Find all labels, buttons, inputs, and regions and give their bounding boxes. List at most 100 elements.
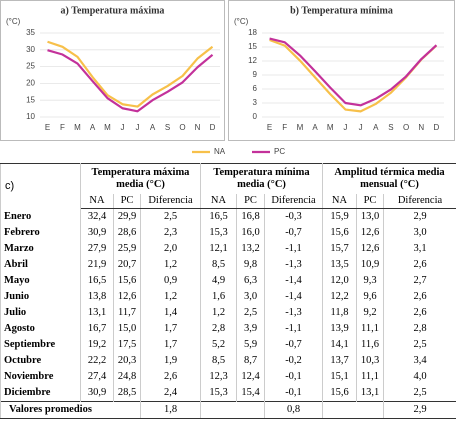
table-cell: 3,0 bbox=[236, 289, 265, 305]
table-cell: 6,3 bbox=[236, 273, 265, 289]
table-cell: 1,2 bbox=[200, 305, 237, 321]
table-cell: 11,6 bbox=[356, 337, 384, 353]
table-cell: 20,3 bbox=[113, 353, 141, 369]
table-row: c) Temperatura máxima media (°C) Temperatu… bbox=[0, 163, 456, 209]
table-cell: -1,1 bbox=[264, 241, 323, 257]
x-tick-label: M bbox=[74, 123, 81, 132]
table-cell: 28,6 bbox=[113, 225, 141, 241]
table-cell: 19,2 bbox=[80, 337, 114, 353]
table-cell: 32,4 bbox=[80, 208, 114, 225]
x-tick-label: A bbox=[373, 123, 379, 132]
legend-label: NA bbox=[214, 147, 226, 156]
table-cell: -0,2 bbox=[264, 353, 323, 369]
table-cell: -0,7 bbox=[264, 337, 323, 353]
table-cell: 12,6 bbox=[113, 289, 141, 305]
table-cell: 13,9 bbox=[322, 321, 357, 337]
y-axis-label: (°C) bbox=[234, 17, 249, 26]
table-cell: -1,4 bbox=[264, 273, 323, 289]
chart-frame bbox=[228, 0, 455, 141]
table-cell: 2,0 bbox=[140, 241, 201, 257]
x-tick-label: J bbox=[121, 123, 125, 132]
x-tick-label: F bbox=[282, 123, 287, 132]
table-cell: Octubre bbox=[0, 353, 81, 369]
table-cell: 8,5 bbox=[200, 353, 237, 369]
table-cell: 15,3 bbox=[200, 225, 237, 241]
table-cell: PC bbox=[356, 194, 384, 209]
table-cell: 0,8 bbox=[264, 401, 323, 419]
table-cell: 2,9 bbox=[382, 401, 456, 419]
table-cell: 15,1 bbox=[322, 369, 357, 385]
y-tick-label: 6 bbox=[253, 84, 258, 93]
x-tick-label: O bbox=[403, 123, 409, 132]
table-cell: 1,2 bbox=[140, 289, 201, 305]
table-cell: 1,6 bbox=[200, 289, 237, 305]
legend-label: PC bbox=[274, 147, 285, 156]
table-cell: 3,1 bbox=[382, 241, 456, 257]
table-cell: 1,9 bbox=[140, 353, 201, 369]
table-cell: 15,4 bbox=[236, 385, 265, 402]
table-cell: 30,9 bbox=[80, 385, 114, 402]
table-cell: 2,8 bbox=[382, 321, 456, 337]
table-cell: 2,6 bbox=[382, 289, 456, 305]
table-cell: 25,9 bbox=[113, 241, 141, 257]
table-cell: 22,2 bbox=[80, 353, 114, 369]
table-row: Noviembre 27,4 24,8 2,6 12,3 12,4 -0,1 15,1 11,1… bbox=[0, 369, 456, 385]
x-tick-label: J bbox=[136, 123, 140, 132]
table-cell: 1,8 bbox=[140, 401, 201, 419]
table-cell: 12,6 bbox=[356, 241, 384, 257]
table-cell: 2,4 bbox=[140, 385, 201, 402]
table-cell: 11,1 bbox=[356, 369, 384, 385]
y-tick-label: 10 bbox=[26, 112, 35, 121]
table-cell: 16,7 bbox=[80, 321, 114, 337]
table-cell: 15,6 bbox=[113, 273, 141, 289]
y-tick-label: 30 bbox=[26, 45, 35, 54]
table-row: Junio 13,8 12,6 1,2 1,6 3,0 -1,4 12,2 9,6 2,6 bbox=[0, 289, 456, 305]
table-cell: 20,7 bbox=[113, 257, 141, 273]
table-row: Marzo 27,9 25,9 2,0 12,1 13,2 -1,1 15,7 12,6 3,1 bbox=[0, 241, 456, 257]
table-cell: 3,0 bbox=[382, 225, 456, 241]
table-cell: Amplitud térmica media mensual (°C) bbox=[321, 163, 456, 194]
table-cell: 16,0 bbox=[236, 225, 265, 241]
table-cell: 1,7 bbox=[140, 321, 201, 337]
table-cell: 16,8 bbox=[236, 208, 265, 225]
table-cell: 11,7 bbox=[113, 305, 141, 321]
table-cell: Marzo bbox=[0, 241, 81, 257]
table-cell: 2,5 bbox=[382, 385, 456, 402]
y-tick-label: 20 bbox=[26, 79, 35, 88]
table-cell: Junio bbox=[0, 289, 81, 305]
y-tick-label: 3 bbox=[253, 98, 258, 107]
table-cell: 4,9 bbox=[200, 273, 237, 289]
table-cell: 13,7 bbox=[322, 353, 357, 369]
table-cell: Febrero bbox=[0, 225, 81, 241]
table-cell: 27,4 bbox=[80, 369, 114, 385]
table-row: Valores promedios 1,8 0,8 2,9 bbox=[0, 401, 456, 419]
table-cell: 2,3 bbox=[140, 225, 201, 241]
x-tick-label: A bbox=[150, 123, 156, 132]
table-cell: Temperatura máxima media (°C) bbox=[80, 163, 201, 194]
x-tick-label: J bbox=[359, 123, 363, 132]
y-axis-label: (°C) bbox=[6, 17, 21, 26]
x-tick-label: A bbox=[90, 123, 96, 132]
y-tick-label: 12 bbox=[248, 56, 257, 65]
table-cell: Valores promedios bbox=[0, 401, 141, 419]
line-series bbox=[47, 40, 214, 108]
y-tick-label: 0 bbox=[253, 112, 258, 121]
table-cell: 1,4 bbox=[140, 305, 201, 321]
table-cell: 5,2 bbox=[200, 337, 237, 353]
table-cell: 12,6 bbox=[356, 225, 384, 241]
table-cell: 13,8 bbox=[80, 289, 114, 305]
x-tick-label: N bbox=[418, 123, 424, 132]
table-cell: c) bbox=[0, 163, 81, 209]
table-cell: 2,6 bbox=[382, 257, 456, 273]
table-cell: NA bbox=[322, 194, 357, 209]
table-cell: 2,9 bbox=[382, 208, 456, 225]
table-cell: 21,9 bbox=[80, 257, 114, 273]
table-cell: 3,9 bbox=[236, 321, 265, 337]
table-cell: Abril bbox=[0, 257, 81, 273]
chart-title: b) Temperatura mínima bbox=[290, 5, 393, 16]
data-table: c) Temperatura máxima media (°C) Temperatu… bbox=[0, 163, 456, 419]
table-cell: 3,4 bbox=[382, 353, 456, 369]
table-row: Febrero 30,9 28,6 2,3 15,3 16,0 -0,7 15,6 12,6 3,… bbox=[0, 225, 456, 241]
table-cell: 15,0 bbox=[113, 321, 141, 337]
